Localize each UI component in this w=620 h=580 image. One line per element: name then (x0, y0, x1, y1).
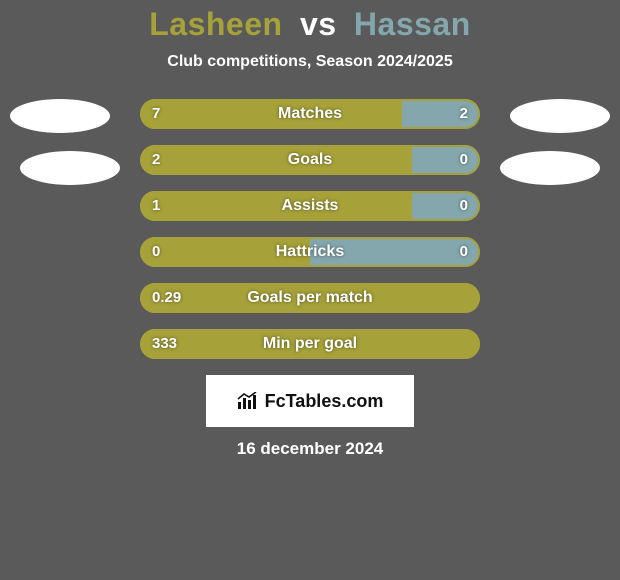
bar-bg (140, 145, 480, 175)
avatar-left-2 (20, 151, 120, 185)
avatar-right-2 (500, 151, 600, 185)
bar-left (140, 99, 402, 129)
bar-bg (140, 191, 480, 221)
stat-value-left: 333 (152, 329, 177, 359)
bar-left (140, 237, 310, 267)
stat-rows: 7 Matches 2 2 Goals 0 1 (140, 99, 480, 359)
bar-left (140, 145, 412, 175)
stat-value-left: 1 (152, 191, 160, 221)
bar-right (402, 99, 480, 129)
bar-right (310, 237, 480, 267)
stat-value-left: 2 (152, 145, 160, 175)
bar-bg (140, 329, 480, 359)
stat-row: 7 Matches 2 (140, 99, 480, 129)
brand-chart-icon (237, 392, 259, 410)
title-vs: vs (300, 6, 337, 42)
date-text: 16 december 2024 (0, 439, 620, 459)
bar-right (412, 191, 480, 221)
bar-bg (140, 237, 480, 267)
subtitle: Club competitions, Season 2024/2025 (0, 53, 620, 71)
brand-box[interactable]: FcTables.com (206, 375, 414, 427)
bar-left (140, 283, 480, 313)
bar-right (412, 145, 480, 175)
stat-row: 333 Min per goal (140, 329, 480, 359)
brand-text: FcTables.com (265, 391, 384, 412)
stats-area: 7 Matches 2 2 Goals 0 1 (0, 99, 620, 359)
stat-value-right: 0 (460, 237, 468, 267)
infographic-container: Lasheen vs Hassan Club competitions, Sea… (0, 0, 620, 580)
stat-value-right: 0 (460, 191, 468, 221)
stat-row: 0.29 Goals per match (140, 283, 480, 313)
stat-value-left: 0.29 (152, 283, 181, 313)
title-player1: Lasheen (149, 6, 282, 42)
stat-value-right: 2 (460, 99, 468, 129)
stat-value-left: 0 (152, 237, 160, 267)
stat-value-left: 7 (152, 99, 160, 129)
title-player2: Hassan (354, 6, 471, 42)
stat-row: 2 Goals 0 (140, 145, 480, 175)
bar-bg (140, 99, 480, 129)
bar-left (140, 329, 480, 359)
avatar-right-1 (510, 99, 610, 133)
avatar-left-1 (10, 99, 110, 133)
stat-row: 1 Assists 0 (140, 191, 480, 221)
title: Lasheen vs Hassan (0, 6, 620, 43)
bar-bg (140, 283, 480, 313)
stat-value-right: 0 (460, 145, 468, 175)
bar-left (140, 191, 412, 221)
stat-row: 0 Hattricks 0 (140, 237, 480, 267)
